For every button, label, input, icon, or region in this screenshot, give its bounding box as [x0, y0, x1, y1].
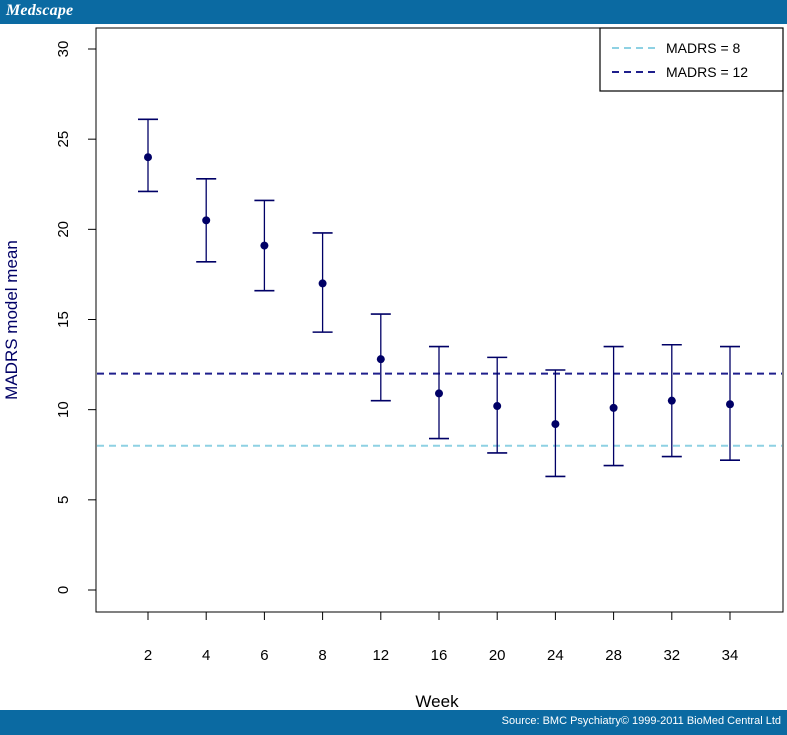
- footer-bar: Source: BMC Psychiatry© 1999-2011 BioMed…: [0, 710, 787, 735]
- data-point: [435, 389, 443, 398]
- y-axis-title: MADRS model mean: [2, 240, 21, 400]
- header-bar: Medscape: [0, 0, 787, 24]
- x-tick-label: 2: [144, 647, 152, 664]
- data-point: [551, 420, 560, 429]
- legend-box: [599, 27, 784, 92]
- y-axis: 0 5 10 15 20 25 30: [55, 41, 97, 594]
- data-point: [202, 216, 211, 225]
- data-point: [376, 355, 385, 364]
- y-tick-label: 25: [55, 131, 72, 148]
- series-points: [138, 118, 740, 478]
- error-bar: [138, 118, 158, 193]
- error-bar: [603, 345, 624, 467]
- x-tick-label: 28: [605, 647, 622, 664]
- data-point: [609, 403, 618, 412]
- data-point: [726, 400, 734, 409]
- data-point: [493, 402, 502, 411]
- y-tick-label: 5: [55, 496, 72, 504]
- data-point: [318, 279, 327, 288]
- x-axis-title: Week: [415, 692, 459, 710]
- x-tick-label: 24: [547, 647, 564, 664]
- y-tick-label: 0: [55, 586, 72, 594]
- x-tick-label: 16: [431, 647, 448, 664]
- error-bar: [429, 345, 449, 440]
- x-tick-label: 6: [260, 647, 268, 664]
- legend-label: MADRS = 8: [666, 40, 741, 56]
- legend: MADRS = 8 MADRS = 12: [599, 27, 784, 92]
- legend-label: MADRS = 12: [666, 64, 748, 80]
- source-credit: Source: BMC Psychiatry© 1999-2011 BioMed…: [501, 715, 781, 727]
- x-tick-label: 8: [318, 647, 326, 664]
- data-point: [667, 396, 676, 405]
- error-bar: [312, 232, 333, 333]
- plot-frame: [95, 27, 784, 613]
- x-tick-label: 12: [372, 647, 389, 664]
- brand-logo: Medscape: [6, 2, 74, 19]
- error-bar: [196, 178, 217, 263]
- y-tick-label: 30: [55, 41, 72, 58]
- error-bar: [545, 369, 566, 478]
- data-point: [144, 153, 152, 162]
- x-axis: 2 4 6 8 12 16 20 24 28 32 34: [144, 611, 739, 664]
- error-bar: [720, 345, 740, 461]
- x-tick-label: 4: [202, 647, 210, 664]
- error-bar: [661, 343, 682, 458]
- y-tick-label: 15: [55, 311, 72, 328]
- error-bar: [370, 313, 391, 402]
- y-tick-label: 20: [55, 221, 72, 238]
- data-point: [260, 241, 269, 250]
- x-tick-label: 34: [722, 647, 739, 664]
- x-tick-label: 20: [489, 647, 506, 664]
- y-tick-label: 10: [55, 401, 72, 418]
- x-tick-label: 32: [663, 647, 680, 664]
- error-bar: [254, 199, 275, 292]
- error-bar: [487, 356, 508, 454]
